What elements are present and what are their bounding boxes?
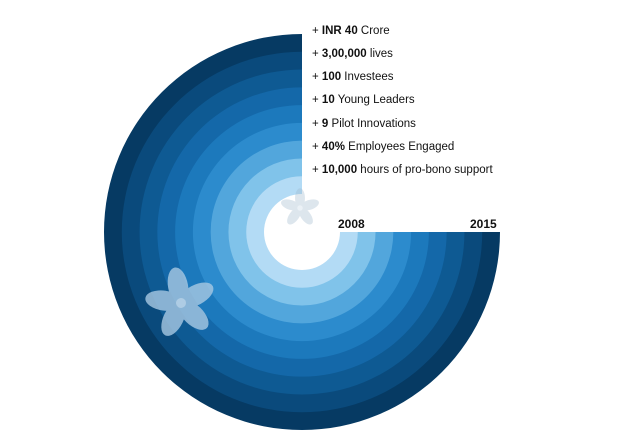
flower-icon-large [145,267,214,336]
stat-pro-bono-hours: + 10,000 hours of pro-bono support [312,164,493,176]
stat-investees: + 100 Investees [312,71,394,83]
ring-group [104,34,500,430]
stat-employees-engaged: + 40% Employees Engaged [312,141,455,153]
stat-young-leaders: + 10 Young Leaders [312,94,415,106]
flower-icon-small [281,188,319,225]
stat-investment: + INR 40 Crore [312,25,390,37]
stat-lives: + 3,00,000 lives [312,48,393,60]
year-start-label: 2008 [338,217,365,231]
year-end-label: 2015 [470,217,497,231]
stat-pilot-innovations: + 9 Pilot Innovations [312,118,416,130]
center-hole [264,194,340,270]
